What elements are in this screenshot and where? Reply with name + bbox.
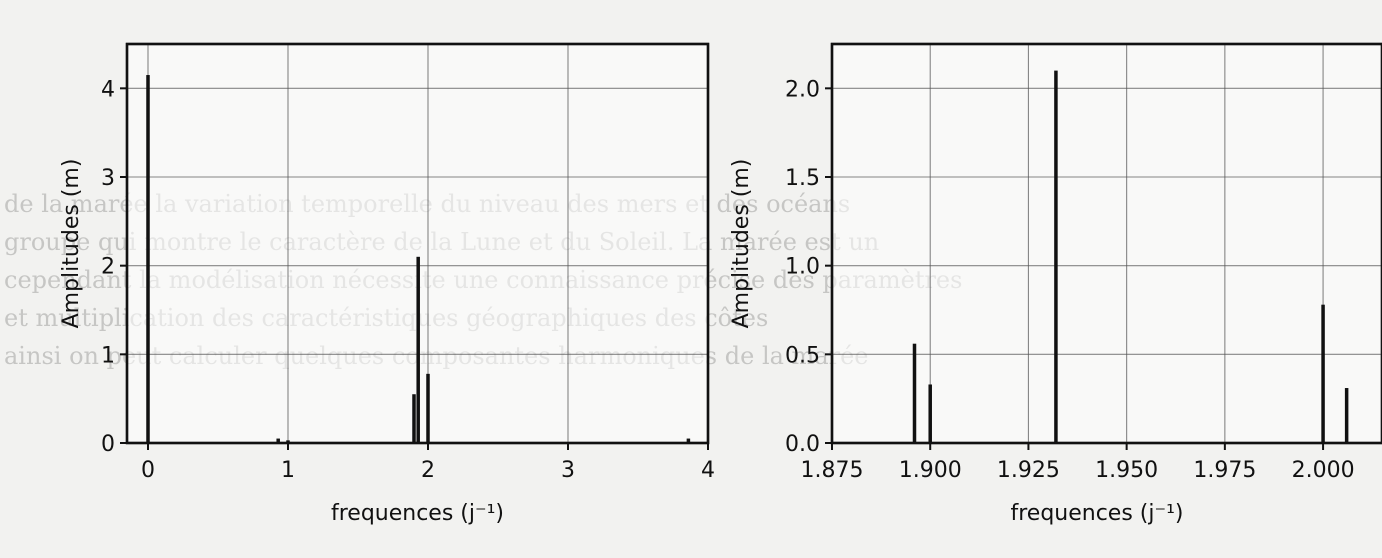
chart-left: 0 1 2 3 4 0 1 2 3 4 frequences (j⁻¹) Amplitudes (m) — [59, 42, 715, 526]
x-tick-label: 0 — [141, 458, 155, 483]
bar — [416, 256, 420, 443]
y-tick-label: 0.0 — [785, 432, 820, 457]
y-axis-label: Amplitudes (m) — [59, 159, 84, 329]
bar — [912, 343, 917, 443]
bar — [146, 75, 150, 444]
chart-right: 1.875 1.900 1.925 1.950 1.975 2.000 0.0 0.5 1.0 1… — [729, 42, 1382, 526]
plot-area — [830, 42, 1382, 445]
y-tick-label: 1.0 — [785, 255, 820, 280]
y-tick-label: 3 — [101, 166, 115, 191]
y-tick-label: 2 — [101, 255, 115, 280]
x-tick-label: 1.875 — [801, 458, 864, 483]
y-tick-label: 4 — [101, 77, 115, 102]
y-tick-label: 0 — [101, 432, 115, 457]
bar — [1321, 304, 1325, 443]
y-tick-label: 0.5 — [785, 343, 820, 368]
x-tick-label: 2.000 — [1292, 458, 1355, 483]
x-axis-label: frequences (j⁻¹) — [1010, 501, 1183, 526]
bar — [1054, 70, 1058, 443]
bar — [276, 438, 280, 443]
x-axis-label: frequences (j⁻¹) — [331, 501, 504, 526]
x-tick-label: 1.975 — [1193, 458, 1256, 483]
x-tick-label: 1 — [281, 458, 295, 483]
y-tick-label: 2.0 — [785, 77, 820, 102]
x-tick-label: 2 — [421, 458, 435, 483]
plot-frame — [125, 42, 710, 445]
bar — [412, 394, 416, 443]
plot-frame — [830, 42, 1382, 445]
bar — [1344, 388, 1349, 443]
y-tick-label: 1.5 — [785, 166, 820, 191]
x-tick-label: 4 — [701, 458, 715, 483]
bar — [426, 373, 430, 443]
bar — [686, 438, 691, 443]
bar — [286, 440, 290, 443]
x-tick-label: 3 — [561, 458, 575, 483]
bar — [928, 384, 932, 443]
y-axis-label: Amplitudes (m) — [729, 159, 754, 329]
x-tick-label: 1.950 — [1095, 458, 1158, 483]
y-tick-label: 1 — [101, 343, 115, 368]
x-tick-label: 1.925 — [997, 458, 1060, 483]
x-tick-label: 1.900 — [899, 458, 962, 483]
